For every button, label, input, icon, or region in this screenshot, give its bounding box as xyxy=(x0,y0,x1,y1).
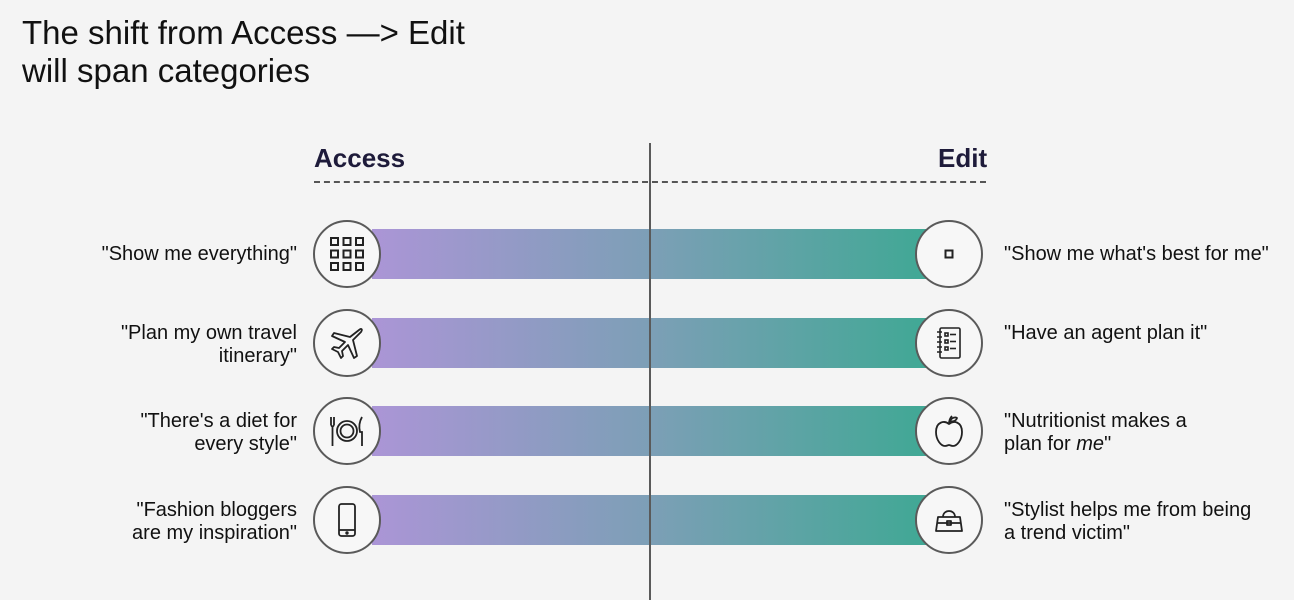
page-title: The shift from Access —> Edit will span … xyxy=(22,14,465,90)
quote-emphasis: me xyxy=(1076,433,1105,455)
access-column-heading: Access xyxy=(314,143,406,173)
quote-line: "Show me what's best for me" xyxy=(1004,243,1269,265)
plate-cutlery-icon xyxy=(313,397,381,465)
quote-line: "Have an agent plan it" xyxy=(1004,322,1208,344)
gradient-band-row-1 xyxy=(372,229,932,279)
smartphone-icon xyxy=(313,486,381,554)
edit-quote-row-4: "Stylist helps me from being a trend vic… xyxy=(1004,499,1251,545)
notebook-icon xyxy=(915,309,983,377)
quote-line: "Nutritionist makes a xyxy=(1004,410,1187,432)
quote-line: a trend victim" xyxy=(1004,522,1131,544)
grid-icon xyxy=(313,220,381,288)
apple-icon xyxy=(915,397,983,465)
quote-line: plan for me" xyxy=(1004,433,1187,456)
quote-close: " xyxy=(1104,433,1112,455)
edit-quote-row-1: "Show me what's best for me" xyxy=(1004,243,1269,266)
quote-text: plan for xyxy=(1004,433,1077,455)
edit-quote-row-2: "Have an agent plan it" xyxy=(1004,322,1207,345)
quote-line: "Plan my own travel xyxy=(120,322,297,344)
quote-line: "Show me everything" xyxy=(101,243,297,265)
title-line-2: will span categories xyxy=(22,52,310,89)
title-line-1: The shift from Access —> Edit xyxy=(22,14,465,51)
access-quote-row-4: "Fashion bloggers are my inspiration" xyxy=(132,499,297,545)
edit-quote-row-3: "Nutritionist makes a plan for me" xyxy=(1004,410,1187,456)
access-quote-row-1: "Show me everything" xyxy=(102,243,297,266)
quote-line: itinerary" xyxy=(218,345,297,367)
quote-line: are my inspiration" xyxy=(132,522,297,544)
gradient-band-row-4 xyxy=(372,495,932,545)
handbag-icon xyxy=(915,486,983,554)
gradient-band-row-2 xyxy=(372,318,932,368)
airplane-icon xyxy=(313,309,381,377)
access-quote-row-2: "Plan my own travel itinerary" xyxy=(121,322,297,368)
quote-line: every style" xyxy=(194,433,297,455)
quote-line: "Fashion bloggers xyxy=(136,499,297,521)
quote-line: "There's a diet for xyxy=(140,410,297,432)
access-quote-row-3: "There's a diet for every style" xyxy=(140,410,297,456)
single-square-icon xyxy=(915,220,983,288)
quote-line: "Stylist helps me from being xyxy=(1004,499,1252,521)
gradient-band-row-3 xyxy=(372,406,932,456)
edit-column-heading: Edit xyxy=(938,143,988,173)
center-divider xyxy=(649,143,651,600)
